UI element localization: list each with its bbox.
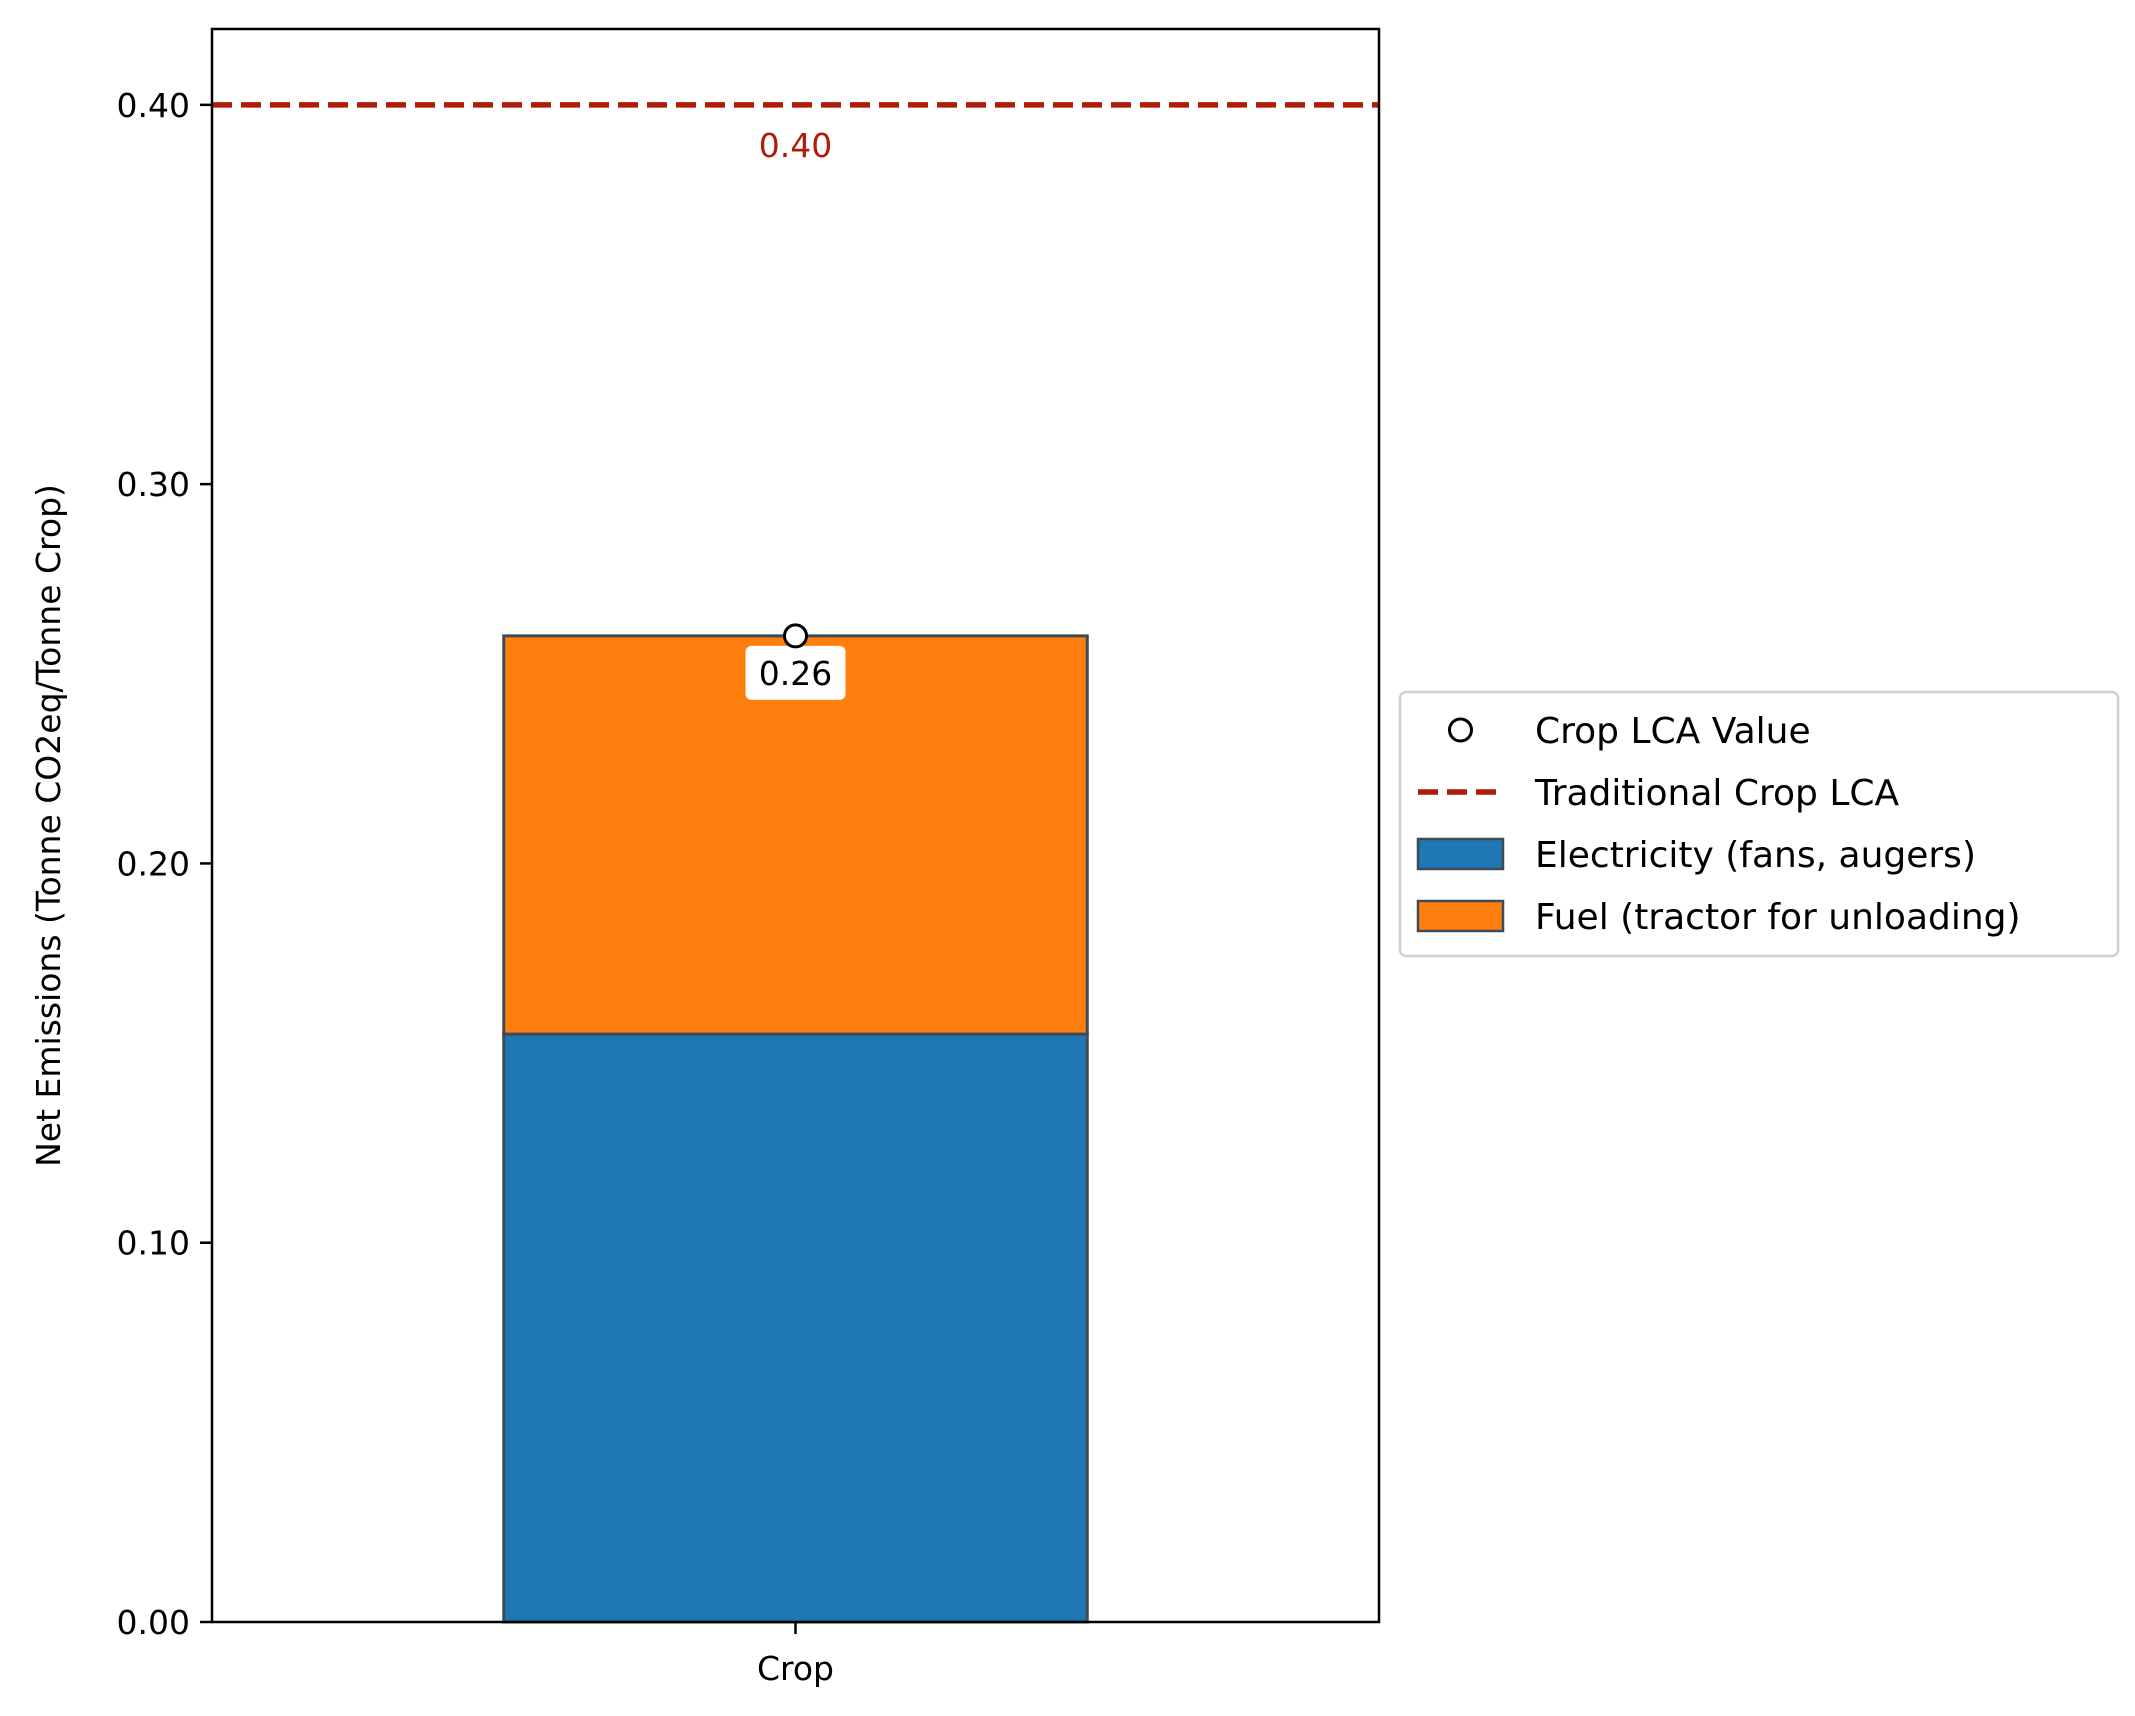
legend: Crop LCA Value Traditional Crop LCA Electr… — [1398, 690, 2120, 958]
point-label: 0.26 — [759, 654, 832, 693]
y-axis-label: Net Emissions (Tonne CO2eq/Tonne Crop) — [29, 484, 68, 1167]
legend-marker-fuel-tractor-for-unloading — [1416, 899, 1505, 933]
y-tick-label: 0.10 — [117, 1224, 190, 1263]
points-layer: 0.26 — [745, 623, 846, 700]
bar-electricity-fans-augers — [502, 1032, 1089, 1624]
legend-frame — [1398, 690, 2120, 958]
legend-marker-electricity-fans-augers — [1416, 837, 1505, 871]
x-tick-label: Crop — [757, 1649, 834, 1688]
y-tick-label: 0.40 — [117, 86, 190, 125]
legend-entry-crop-lca-value: Crop LCA Value — [1535, 711, 1811, 752]
y-axis: 0.00 0.10 0.20 0.30 0.40 — [117, 86, 212, 1642]
point-crop-lca-value — [783, 623, 808, 649]
legend-entry-traditional-crop-lca: Traditional Crop LCA — [1534, 773, 1900, 814]
point-label-box — [745, 645, 846, 700]
reference-line-label: 0.40 — [759, 126, 832, 165]
bars-layer — [502, 634, 1089, 1624]
legend-entry-fuel-tractor-for-unloading: Fuel (tractor for unloading) — [1535, 897, 2021, 938]
y-tick-label: 0.00 — [117, 1603, 190, 1642]
reference-lines-layer: 0.40 — [212, 102, 1379, 165]
y-tick-label: 0.20 — [117, 844, 190, 883]
legend-entry-electricity-fans-augers: Electricity (fans, augers) — [1535, 835, 1976, 876]
y-tick-label: 0.30 — [117, 465, 190, 504]
bar-fuel-tractor-for-unloading — [502, 634, 1089, 1036]
legend-marker-crop-lca-value — [1448, 717, 1473, 743]
x-axis: Crop — [757, 1622, 834, 1688]
